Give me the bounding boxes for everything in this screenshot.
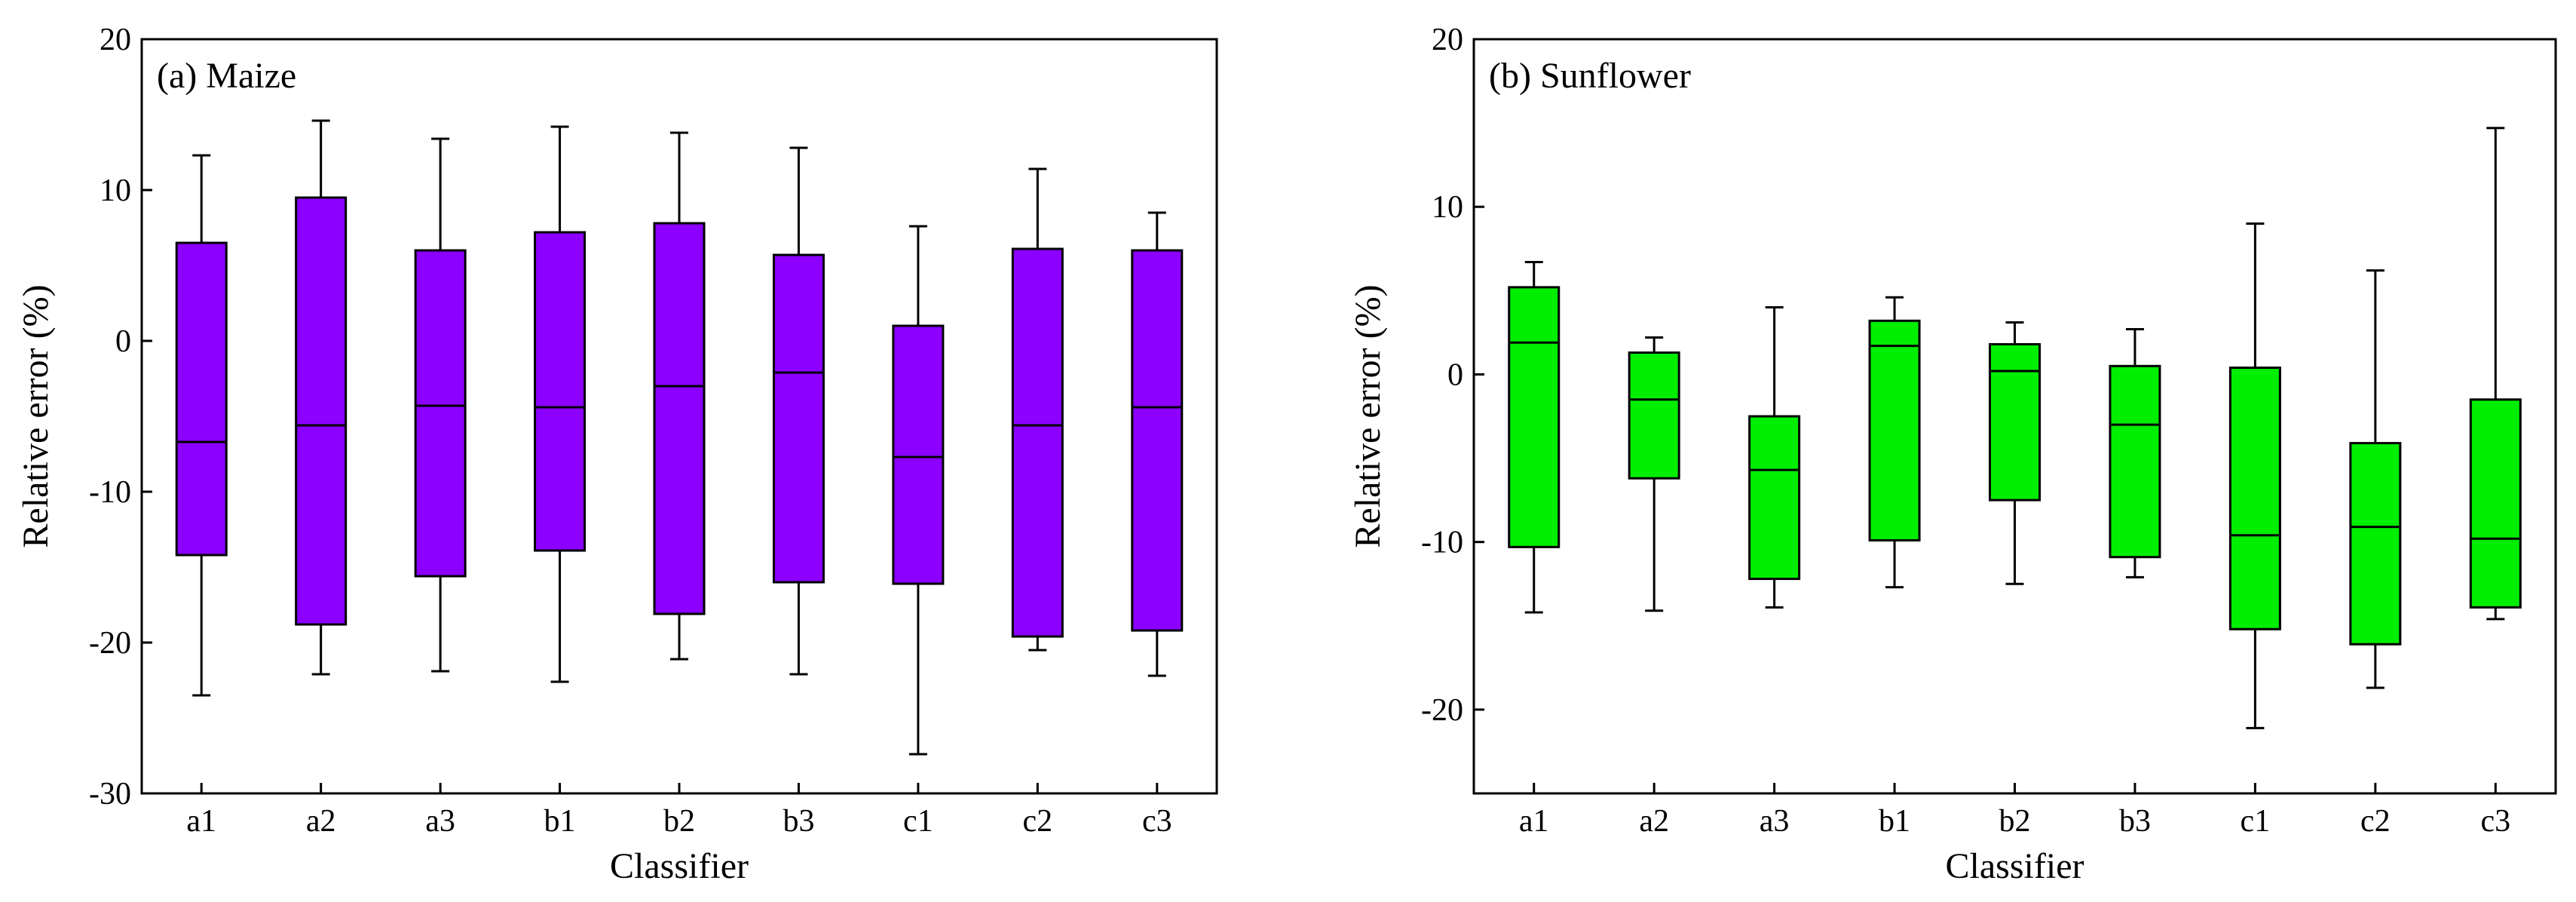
- x-tick-label: a3: [1760, 804, 1790, 839]
- box-c1: [2228, 222, 2281, 729]
- iqr-box: [295, 196, 348, 626]
- x-tick-label: b1: [544, 804, 576, 839]
- box-a2: [1628, 336, 1680, 612]
- y-tick-label: 20: [1432, 23, 1463, 57]
- box-b1: [1868, 296, 1921, 589]
- panel-maize: -30 -20 -10 0 10 20 a1 a2 a3 b1 b2 b3 c1 c2 c3 (a) Maiz…: [16, 23, 1218, 886]
- box-b2: [653, 131, 706, 661]
- iqr-box: [1748, 415, 1801, 581]
- x-tick-label: a2: [1639, 804, 1669, 839]
- iqr-box: [772, 253, 825, 584]
- box-c3: [2469, 127, 2522, 621]
- x-tick-label: b1: [1879, 804, 1910, 839]
- x-tick-label: a3: [425, 804, 455, 839]
- panel-sunflower: -20 -10 0 10 20 a1 a2 a3 b1 b2 b3 c1 c2 c3 (b) Sunflow…: [1348, 23, 2557, 886]
- y-tick-label: 20: [100, 23, 131, 57]
- panel-title: (a) Maize: [157, 56, 296, 96]
- x-tick-label: a1: [1519, 804, 1549, 839]
- box-c2: [1011, 167, 1064, 652]
- iqr-box: [175, 241, 228, 557]
- iqr-box: [2469, 398, 2522, 609]
- y-tick-label: -30: [89, 777, 131, 811]
- box-a3: [1748, 306, 1801, 609]
- iqr-box: [892, 324, 945, 585]
- x-axis-title: Classifier: [1946, 846, 2084, 886]
- y-tick-label: 0: [1447, 357, 1463, 392]
- box-b1: [534, 125, 587, 683]
- x-tick-label: b2: [1999, 804, 2031, 839]
- box-a3: [414, 137, 467, 673]
- iqr-box: [414, 249, 467, 578]
- x-tick-label: b2: [663, 804, 695, 839]
- y-tick-label: 10: [100, 173, 131, 208]
- iqr-box: [1989, 342, 2041, 502]
- x-tick-label: c3: [2480, 804, 2510, 839]
- box-c1: [892, 225, 945, 756]
- x-tick-label: c3: [1142, 804, 1172, 839]
- iqr-box: [1508, 286, 1561, 548]
- iqr-box: [1011, 247, 1064, 638]
- y-tick-label: -10: [89, 475, 131, 510]
- y-tick-label: 0: [115, 324, 131, 359]
- box-b3: [2109, 327, 2161, 578]
- iqr-box: [2109, 364, 2161, 559]
- iqr-box: [1131, 249, 1184, 632]
- box-b2: [1989, 321, 2041, 585]
- x-tick-label: a1: [186, 804, 216, 839]
- y-tick-label: -20: [1421, 693, 1463, 728]
- box-a1: [1508, 261, 1561, 614]
- iqr-box: [1628, 351, 1680, 480]
- iqr-box: [534, 231, 587, 552]
- x-axis-title: Classifier: [610, 846, 749, 886]
- x-tick-label: c1: [903, 804, 933, 839]
- y-tick-label: -20: [89, 626, 131, 661]
- x-tick-label: b3: [2119, 804, 2151, 839]
- box-a1: [175, 154, 228, 697]
- iqr-box: [2349, 442, 2402, 646]
- panel-title: (b) Sunflower: [1489, 56, 1691, 96]
- x-tick-label: c2: [1023, 804, 1053, 839]
- x-tick-label: a2: [306, 804, 336, 839]
- x-tick-label: c2: [2360, 804, 2391, 839]
- iqr-box: [1868, 319, 1921, 542]
- x-tick-label: c1: [2241, 804, 2271, 839]
- box-c3: [1131, 211, 1184, 677]
- iqr-box: [2228, 367, 2281, 630]
- box-c2: [2349, 269, 2402, 689]
- box-a2: [295, 119, 348, 676]
- y-axis-title: Relative error (%): [1348, 284, 1388, 548]
- box-b3: [772, 146, 825, 676]
- y-tick-label: -10: [1421, 526, 1463, 560]
- iqr-box: [653, 222, 706, 615]
- x-tick-label: b3: [783, 804, 814, 839]
- y-axis-title: Relative error (%): [16, 284, 56, 548]
- y-tick-label: 10: [1432, 190, 1463, 225]
